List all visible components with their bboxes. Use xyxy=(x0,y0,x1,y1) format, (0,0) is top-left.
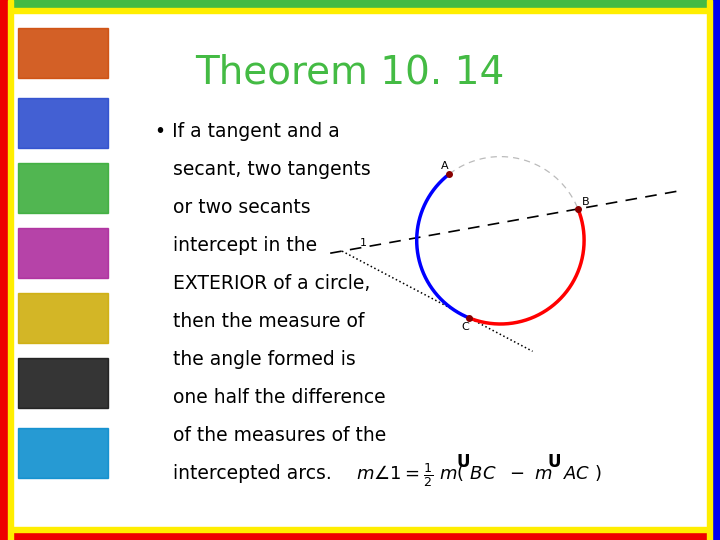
Text: one half the difference: one half the difference xyxy=(155,388,386,407)
Bar xyxy=(18,163,108,213)
Text: Theorem 10. 14: Theorem 10. 14 xyxy=(195,53,504,91)
Bar xyxy=(0,532,720,540)
Text: or two secants: or two secants xyxy=(155,198,310,217)
Bar xyxy=(712,0,720,540)
Text: C: C xyxy=(461,322,469,332)
Text: intercepted arcs.: intercepted arcs. xyxy=(155,464,332,483)
Bar xyxy=(18,293,108,343)
Bar xyxy=(0,0,720,8)
Text: U: U xyxy=(456,453,470,471)
Text: secant, two tangents: secant, two tangents xyxy=(155,160,371,179)
Bar xyxy=(18,428,108,478)
Text: • If a tangent and a: • If a tangent and a xyxy=(155,122,340,141)
Bar xyxy=(18,228,108,278)
Bar xyxy=(18,28,108,78)
Text: the angle formed is: the angle formed is xyxy=(155,350,356,369)
Text: 1: 1 xyxy=(360,238,367,248)
Text: $m\angle 1 = \frac{1}{2}\ m(\ BC\ \ -\ m\ \ AC\ )$: $m\angle 1 = \frac{1}{2}\ m(\ BC\ \ -\ m… xyxy=(356,461,602,489)
Bar xyxy=(0,0,8,540)
Text: EXTERIOR of a circle,: EXTERIOR of a circle, xyxy=(155,274,370,293)
Text: of the measures of the: of the measures of the xyxy=(155,426,386,445)
Bar xyxy=(707,0,712,540)
Bar xyxy=(8,0,13,540)
Text: B: B xyxy=(582,197,590,207)
Bar xyxy=(18,98,108,148)
Bar xyxy=(0,527,720,532)
Text: U: U xyxy=(548,453,561,471)
Text: A: A xyxy=(441,161,449,171)
Text: then the measure of: then the measure of xyxy=(155,312,364,331)
Bar xyxy=(0,8,720,13)
Bar xyxy=(18,358,108,408)
Text: intercept in the: intercept in the xyxy=(155,236,317,255)
